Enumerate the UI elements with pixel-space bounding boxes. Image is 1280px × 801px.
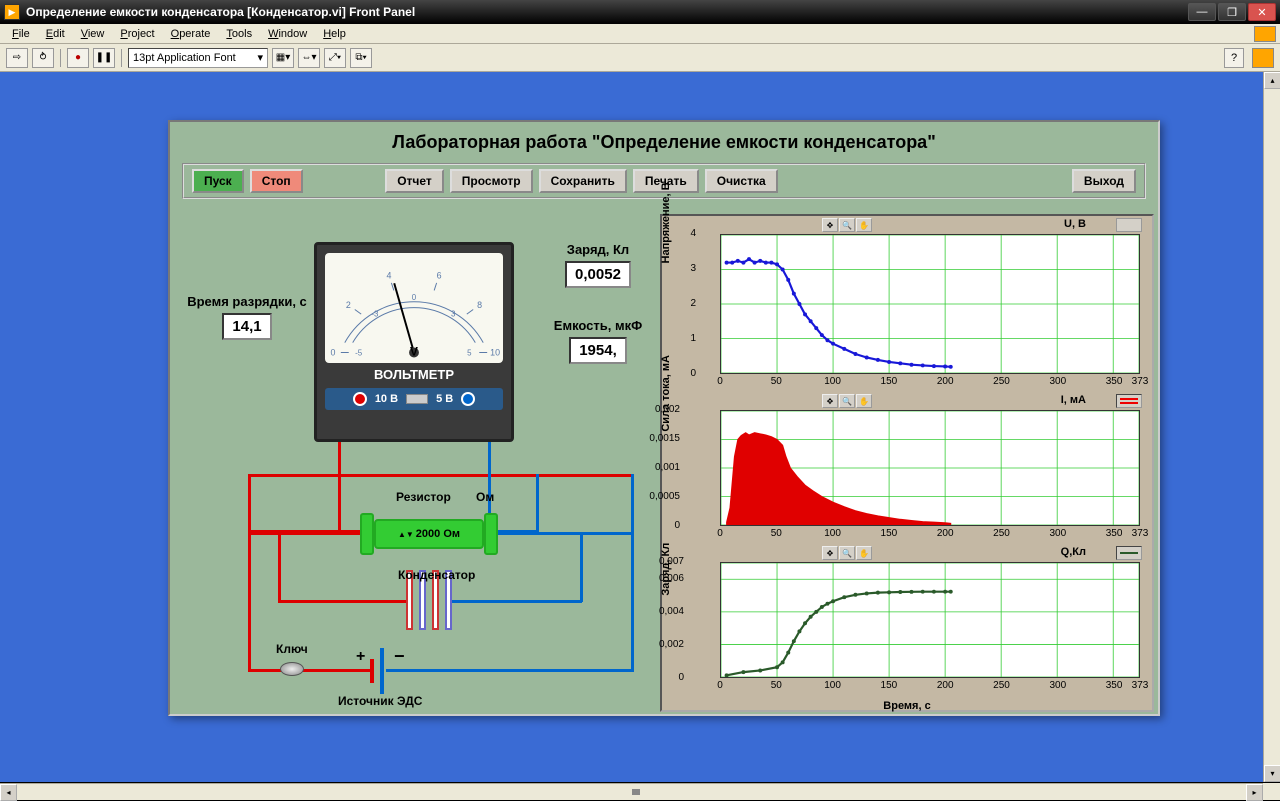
menu-view[interactable]: View [73, 26, 113, 42]
menu-operate[interactable]: Operate [163, 26, 219, 42]
stop-button[interactable]: Стоп [250, 169, 303, 193]
window-title: Определение емкости конденсатора [Конден… [26, 5, 1188, 19]
svg-text:10: 10 [490, 347, 500, 357]
cap-label: Емкость, мкФ [538, 318, 658, 333]
svg-text:2: 2 [346, 300, 351, 310]
svg-text:3: 3 [451, 309, 456, 318]
align-button[interactable]: ▦▾ [272, 48, 294, 68]
report-button[interactable]: Отчет [385, 169, 444, 193]
svg-text:0: 0 [330, 347, 335, 357]
preview-button[interactable]: Просмотр [450, 169, 533, 193]
resistor[interactable]: ▲▼ 2000 Ом [374, 519, 484, 549]
svg-text:V: V [410, 344, 418, 358]
help-button[interactable]: ? [1224, 48, 1244, 68]
resistor-label: Резистор [396, 490, 451, 504]
resistor-value: 2000 Ом [416, 528, 460, 540]
chart-legend-icon[interactable] [1116, 218, 1142, 232]
capacitor-label: Конденсатор [398, 568, 475, 582]
run-button[interactable]: ⇨ [6, 48, 28, 68]
voltmeter-range-bar: 10 В 5 В [325, 388, 503, 410]
start-button[interactable]: Пуск [192, 169, 244, 193]
svg-text:8: 8 [477, 300, 482, 310]
chart-hand-icon[interactable]: ✋ [856, 218, 872, 232]
menu-window[interactable]: Window [260, 26, 315, 42]
reorder-button[interactable]: ⧉▾ [350, 48, 372, 68]
chart-zoom-icon[interactable]: ✥ [822, 394, 838, 408]
font-selector[interactable]: 13pt Application Font▾ [128, 48, 268, 68]
front-panel-canvas: Лабораторная работа "Определение емкости… [0, 72, 1280, 782]
save-button[interactable]: Сохранить [539, 169, 627, 193]
svg-text:5: 5 [467, 348, 472, 357]
abort-button[interactable]: ● [67, 48, 89, 68]
range-switch[interactable] [406, 394, 428, 404]
menubar: File Edit View Project Operate Tools Win… [0, 24, 1280, 44]
chart-zoom-icon[interactable]: ✥ [822, 546, 838, 560]
switch-label: Ключ [276, 642, 308, 656]
current-chart: ✥ 🔍 ✋ I, мА Сила тока, мА 00,00050,0010,… [668, 394, 1146, 542]
menu-tools[interactable]: Tools [218, 26, 260, 42]
panel-title: Лабораторная работа "Определение емкости… [170, 122, 1158, 159]
minimize-button[interactable]: — [1188, 3, 1216, 21]
clear-button[interactable]: Очистка [705, 169, 778, 193]
chart-zoom-icon[interactable]: ✥ [822, 218, 838, 232]
chart-pan-icon[interactable]: 🔍 [839, 546, 855, 560]
toolbar: ⇨ ⥁ ● ❚❚ 13pt Application Font▾ ▦▾ ⇔▾ ⤢▾… [0, 44, 1280, 72]
menu-project[interactable]: Project [112, 26, 162, 42]
close-button[interactable]: ✕ [1248, 3, 1276, 21]
svg-text:6: 6 [437, 270, 442, 280]
vi-icon [1254, 26, 1276, 42]
charts-area: ✥ 🔍 ✋ U, В Напряжение, В 01234 050100150… [660, 214, 1154, 712]
terminal-minus-icon [461, 392, 475, 406]
maximize-button[interactable]: ❐ [1218, 3, 1246, 21]
svg-text:-3: -3 [371, 309, 379, 318]
battery-icon [370, 648, 388, 694]
vi-icon-toolbar [1252, 48, 1274, 68]
charge-chart: ✥ 🔍 ✋ Q,Кл Заряд, Кл 00,0020,0040,0060,0… [668, 546, 1146, 712]
chart-hand-icon[interactable]: ✋ [856, 546, 872, 560]
charge-value: 0,0052 [565, 261, 631, 288]
labview-icon: ▶ [4, 4, 20, 20]
voltage-chart: ✥ 🔍 ✋ U, В Напряжение, В 01234 050100150… [668, 218, 1146, 390]
time-value: 14,1 [222, 313, 271, 340]
terminal-plus-icon [353, 392, 367, 406]
switch[interactable] [280, 662, 304, 676]
chart-hand-icon[interactable]: ✋ [856, 394, 872, 408]
chart-legend-icon[interactable] [1116, 546, 1142, 560]
source-label: Источник ЭДС [338, 694, 422, 708]
main-panel: Лабораторная работа "Определение емкости… [168, 120, 1160, 716]
menu-file[interactable]: File [4, 26, 38, 42]
svg-text:0: 0 [412, 293, 417, 302]
voltmeter-label: ВОЛЬТМЕТР [325, 367, 503, 382]
titlebar: ▶ Определение емкости конденсатора [Конд… [0, 0, 1280, 24]
resize-button[interactable]: ⤢▾ [324, 48, 346, 68]
charge-label: Заряд, Кл [538, 242, 658, 257]
font-label: 13pt Application Font [133, 52, 236, 64]
exit-button[interactable]: Выход [1072, 169, 1136, 193]
chart-legend-icon[interactable] [1116, 394, 1142, 408]
run-cont-button[interactable]: ⥁ [32, 48, 54, 68]
resistor-unit: Ом [476, 490, 494, 504]
vertical-scrollbar[interactable]: ▴ ▾ [1263, 72, 1280, 782]
cap-value: 1954, [569, 337, 627, 364]
chart-pan-icon[interactable]: 🔍 [839, 218, 855, 232]
horizontal-scrollbar[interactable]: ◂▸ [0, 783, 1263, 800]
distribute-button[interactable]: ⇔▾ [298, 48, 320, 68]
pause-button[interactable]: ❚❚ [93, 48, 115, 68]
svg-text:-5: -5 [355, 348, 363, 357]
svg-text:4: 4 [386, 270, 391, 280]
voltmeter-dial: 0 2 4 6 8 10 -5 -3 0 3 5 V [325, 253, 503, 363]
voltmeter: 0 2 4 6 8 10 -5 -3 0 3 5 V ВОЛЬТМЕТР 10 В 5 В [314, 242, 514, 442]
circuit-area: Время разрядки, с 14,1 Заряд, Кл 0,0052 … [176, 242, 654, 712]
time-label: Время разрядки, с [172, 294, 322, 309]
menu-edit[interactable]: Edit [38, 26, 73, 42]
menu-help[interactable]: Help [315, 26, 354, 42]
chart-pan-icon[interactable]: 🔍 [839, 394, 855, 408]
